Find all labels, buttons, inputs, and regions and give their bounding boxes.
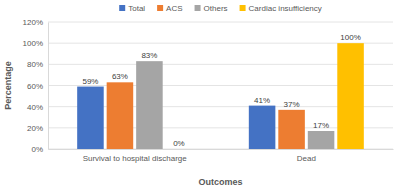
- bar: [337, 43, 364, 149]
- data-label: 59%: [82, 77, 98, 86]
- legend-label: Total: [128, 4, 145, 13]
- y-tick: 100%: [23, 39, 48, 48]
- bars: [77, 43, 364, 149]
- bar: [249, 106, 276, 149]
- legend-label: Cardiac insufficiency: [249, 4, 322, 13]
- y-axis-line: [48, 23, 49, 150]
- x-axis-title: Outcomes: [198, 177, 242, 187]
- x-tick-label: Survival to hospital discharge: [83, 154, 188, 163]
- data-label: 17%: [313, 121, 329, 130]
- y-tick-label: 40%: [27, 103, 43, 112]
- plot: 0% 20% 40% 60% 80% 100% 120% Survival to hospit…: [23, 18, 394, 163]
- x-axis-line: [49, 149, 394, 150]
- bar: [278, 110, 305, 149]
- legend: Total ACS Others Cardiac insufficiency: [119, 4, 322, 13]
- x-tick-label: Dead: [297, 154, 316, 163]
- data-label: 0%: [173, 139, 185, 148]
- data-label: 100%: [340, 33, 360, 42]
- grid-line: [48, 22, 393, 23]
- data-label: 37%: [284, 100, 300, 109]
- y-tick: 20%: [27, 124, 48, 133]
- legend-swatch: [157, 5, 163, 11]
- y-tick-label: 120%: [23, 18, 43, 27]
- y-tick: 60%: [27, 82, 48, 91]
- y-axis-title: Percentage: [3, 61, 13, 110]
- bar: [308, 131, 335, 149]
- y-tick-label: 20%: [27, 124, 43, 133]
- y-tick-label: 0%: [31, 145, 43, 154]
- legend-swatch: [119, 5, 125, 11]
- bar: [136, 61, 163, 149]
- legend-label: Others: [204, 4, 228, 13]
- y-tick: 120%: [23, 18, 48, 27]
- legend-item: Total: [119, 4, 145, 13]
- y-axis: 0% 20% 40% 60% 80% 100% 120%: [23, 18, 49, 154]
- legend-label: ACS: [166, 4, 182, 13]
- legend-swatch: [195, 5, 201, 11]
- data-label: 41%: [254, 96, 270, 105]
- y-tick-label: 100%: [23, 39, 43, 48]
- x-axis: Survival to hospital discharge Dead: [49, 149, 394, 163]
- y-tick: 40%: [27, 103, 48, 112]
- y-tick: 0%: [31, 145, 48, 154]
- x-tick: Dead: [297, 149, 316, 163]
- bar: [166, 149, 193, 150]
- y-tick-label: 80%: [27, 60, 43, 69]
- legend-item: ACS: [157, 4, 182, 13]
- bar: [77, 87, 104, 149]
- bar: [107, 82, 134, 149]
- chart: 0% 20% 40% 60% 80% 100% 120% Survival to hospit…: [0, 0, 401, 191]
- data-labels: 59% 41% 63% 37% 83% 17% 0% 100%: [82, 33, 360, 148]
- legend-item: Others: [195, 4, 228, 13]
- y-tick: 80%: [27, 60, 48, 69]
- grid: [48, 22, 393, 149]
- y-tick-label: 60%: [27, 82, 43, 91]
- x-tick: Survival to hospital discharge: [83, 149, 188, 163]
- legend-swatch: [240, 5, 246, 11]
- data-label: 63%: [112, 72, 128, 81]
- legend-item: Cardiac insufficiency: [240, 4, 322, 13]
- data-label: 83%: [141, 51, 157, 60]
